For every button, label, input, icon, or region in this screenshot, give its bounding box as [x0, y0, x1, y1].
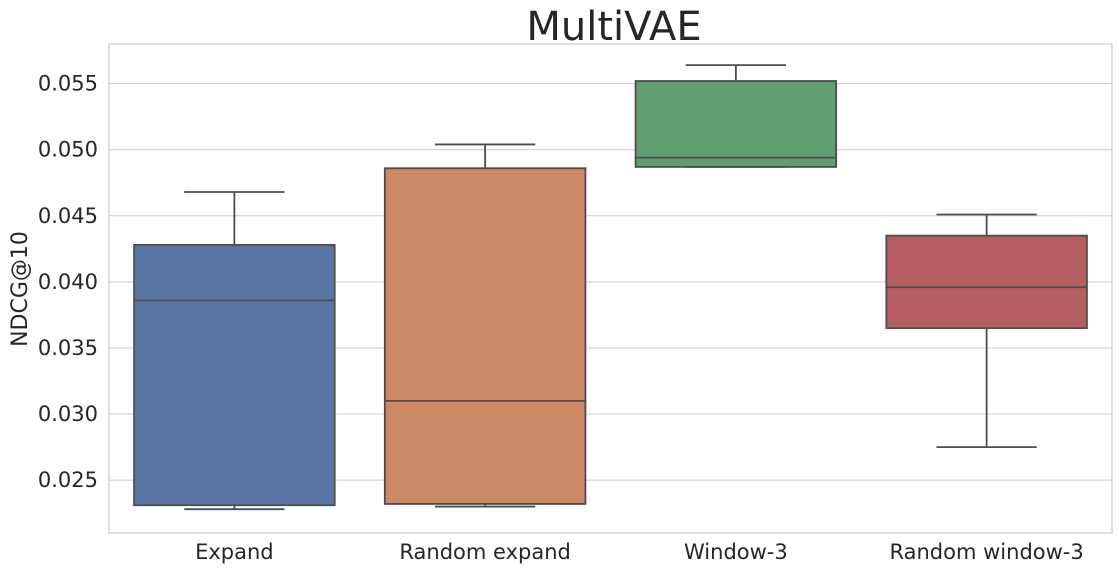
x-tick-label-window-3: Window-3 — [684, 540, 788, 564]
y-tick-label-0: 0.025 — [38, 468, 98, 492]
axes-frame — [108, 43, 1113, 534]
y-tick-label-4: 0.045 — [38, 204, 98, 228]
plot-area: 0.025 0.030 0.035 0.040 0.045 0.050 0.055 Expan… — [38, 43, 1113, 564]
x-tick-label-random-expand: Random expand — [399, 540, 570, 564]
box-expand — [133, 243, 336, 507]
y-tick-label-5: 0.050 — [38, 138, 98, 162]
y-tick-label-6: 0.055 — [38, 72, 98, 96]
y-tick-label-2: 0.035 — [38, 336, 98, 360]
x-tick-label-random-window-3: Random window-3 — [890, 540, 1084, 564]
y-tick-label-3: 0.040 — [38, 270, 98, 294]
y-axis-label: NDCG@10 — [8, 231, 33, 347]
box-random-window-3 — [885, 234, 1088, 330]
box-random-expand — [383, 167, 587, 505]
chart-title: MultiVAE — [526, 4, 701, 50]
box-window-3 — [634, 80, 838, 168]
x-tick-label-expand: Expand — [195, 540, 274, 564]
y-tick-label-1: 0.030 — [38, 402, 98, 426]
